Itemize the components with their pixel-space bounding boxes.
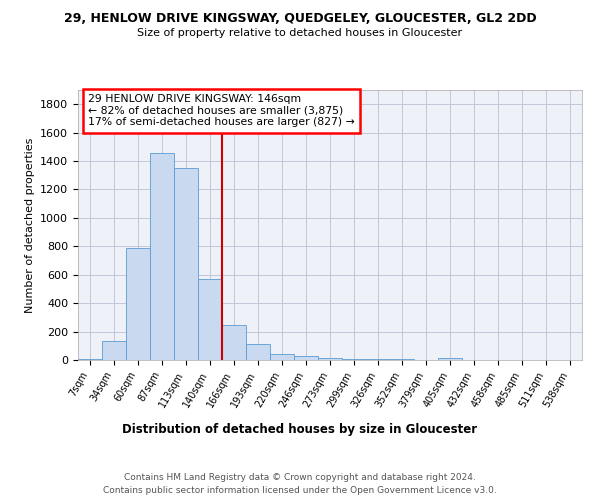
Bar bbox=[246, 344, 270, 360]
Bar bbox=[222, 325, 246, 360]
Bar bbox=[294, 356, 318, 360]
Bar bbox=[174, 168, 198, 360]
Text: Distribution of detached houses by size in Gloucester: Distribution of detached houses by size … bbox=[122, 422, 478, 436]
Bar bbox=[198, 279, 222, 360]
Text: Contains HM Land Registry data © Crown copyright and database right 2024.: Contains HM Land Registry data © Crown c… bbox=[124, 472, 476, 482]
Bar bbox=[126, 248, 150, 360]
Bar bbox=[102, 341, 126, 360]
Y-axis label: Number of detached properties: Number of detached properties bbox=[25, 138, 35, 312]
Text: Size of property relative to detached houses in Gloucester: Size of property relative to detached ho… bbox=[137, 28, 463, 38]
Bar bbox=[438, 358, 462, 360]
Text: 29 HENLOW DRIVE KINGSWAY: 146sqm
← 82% of detached houses are smaller (3,875)
17: 29 HENLOW DRIVE KINGSWAY: 146sqm ← 82% o… bbox=[88, 94, 355, 127]
Bar bbox=[342, 358, 366, 360]
Bar bbox=[318, 358, 342, 360]
Text: Contains public sector information licensed under the Open Government Licence v3: Contains public sector information licen… bbox=[103, 486, 497, 495]
Bar bbox=[150, 152, 174, 360]
Bar bbox=[366, 359, 390, 360]
Bar bbox=[78, 358, 102, 360]
Text: 29, HENLOW DRIVE KINGSWAY, QUEDGELEY, GLOUCESTER, GL2 2DD: 29, HENLOW DRIVE KINGSWAY, QUEDGELEY, GL… bbox=[64, 12, 536, 26]
Bar bbox=[270, 354, 294, 360]
